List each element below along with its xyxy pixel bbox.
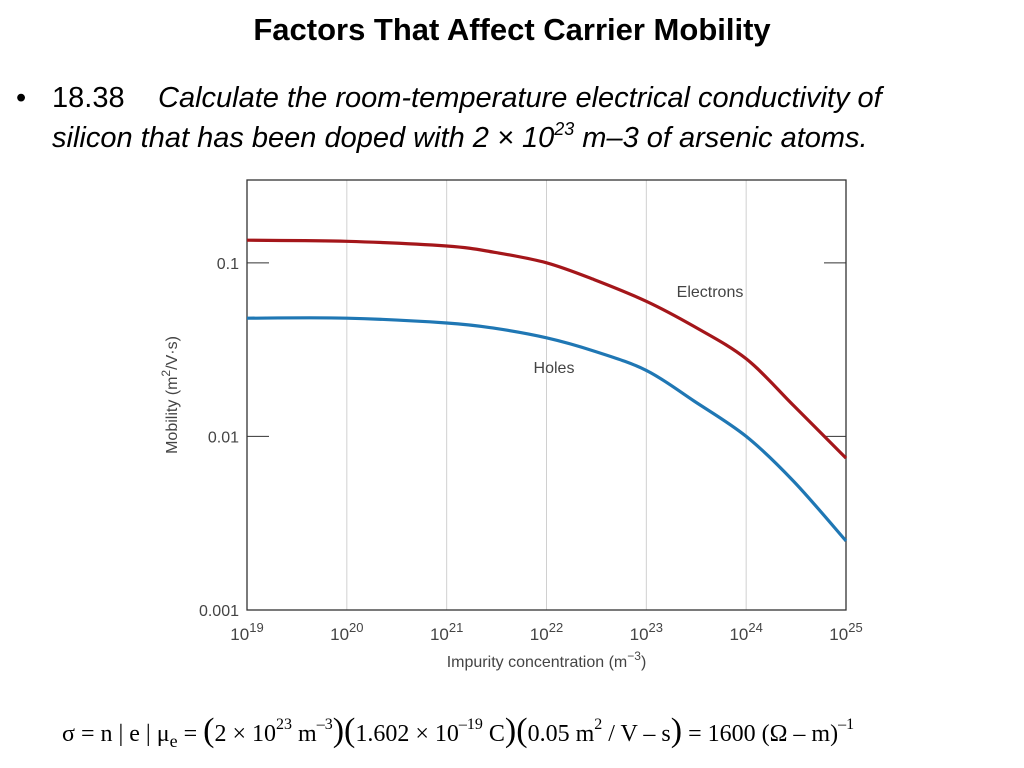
x-tick-label: 1025 — [829, 620, 862, 644]
x-tick-label: 1019 — [230, 620, 263, 644]
factor1-mantissa: 2 × 10 — [214, 721, 277, 747]
equation-lhs: σ = n | e | μ — [62, 721, 170, 747]
x-tick-label: 1022 — [530, 620, 563, 644]
problem-text-line2-post: m–3 of arsenic atoms. — [574, 122, 868, 154]
slide-title: Factors That Affect Carrier Mobility — [253, 12, 771, 47]
problem-text-line2: silicon that has been doped with 2 × 102… — [52, 118, 868, 158]
equation-equals: = — [177, 721, 204, 747]
x-tick-label: 1020 — [330, 620, 363, 644]
bullet-marker: • — [16, 82, 27, 114]
holes-curve — [246, 316, 848, 542]
factor3-unit: / V – s — [602, 721, 671, 747]
y-axis-label: Mobility (m2/V·s) — [159, 336, 181, 454]
factor2-unit: C — [482, 721, 505, 747]
electrons-curve — [246, 238, 848, 460]
y-tick-label: 0.1 — [217, 256, 239, 273]
problem-text-line2-pre: silicon that has been doped with 2 × 10 — [52, 122, 555, 154]
holes-series-label: Holes — [534, 360, 575, 377]
factor2-mantissa: 1.602 × 10 — [355, 721, 459, 747]
y-tick-label: 0.001 — [199, 603, 239, 620]
factor3-exponent: 2 — [594, 716, 603, 733]
x-tick-label: 1021 — [430, 620, 463, 644]
factor2-exponent: –19 — [458, 716, 483, 733]
electrons-series-label: Electrons — [677, 284, 744, 301]
equation-sub-e: e — [169, 731, 178, 751]
problem-exponent: 23 — [554, 119, 575, 139]
x-tick-label: 1024 — [729, 620, 762, 644]
plot-frame — [246, 179, 847, 611]
x-axis-label: Impurity concentration (m−3) — [447, 649, 647, 671]
problem-text-line1: Calculate the room-temperature electrica… — [158, 82, 882, 114]
factor3-value: 0.05 m — [527, 721, 595, 747]
result-exponent: –1 — [838, 716, 855, 733]
factor1-exponent: 23 — [276, 716, 293, 733]
x-tick-label: 1023 — [630, 620, 663, 644]
factor1-unit: m — [292, 721, 317, 747]
factor1-unit-exponent: –3 — [316, 716, 333, 733]
equation-result: = 1600 (Ω – m) — [682, 721, 839, 747]
problem-number: 18.38 — [52, 82, 125, 114]
conductivity-equation: σ = n | e | μe = (2 × 1023 m–3)(1.602 × … — [62, 712, 855, 751]
y-tick-label: 0.01 — [208, 429, 239, 446]
